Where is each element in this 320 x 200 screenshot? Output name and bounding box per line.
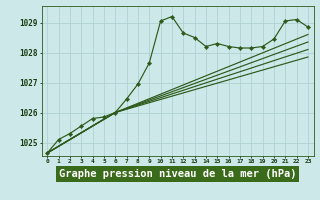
X-axis label: Graphe pression niveau de la mer (hPa): Graphe pression niveau de la mer (hPa) (59, 169, 296, 179)
